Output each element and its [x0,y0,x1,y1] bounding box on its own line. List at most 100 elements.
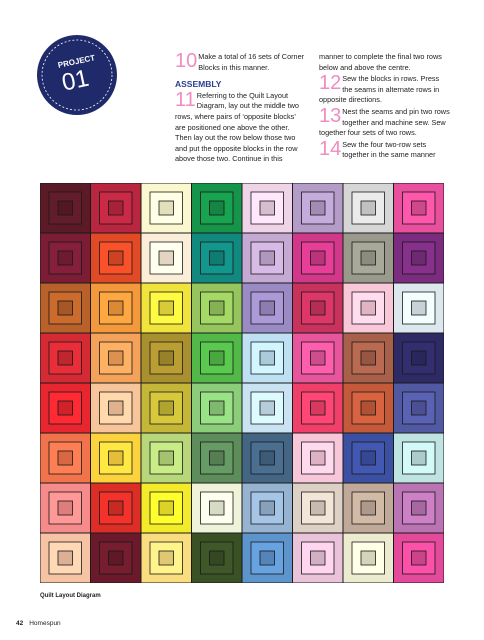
quilt-strip [200,541,234,575]
quilt-strip [360,250,376,266]
step-number: 14 [319,137,342,160]
quilt-strip [108,250,124,266]
quilt-strip [209,200,225,216]
quilt-strip [360,350,376,366]
quilt-strip [259,450,275,466]
quilt-strip [158,500,174,516]
step-text: Sew the four two-row sets together in th… [342,139,436,160]
quilt-strip [209,550,225,566]
quilt-strip [57,400,73,416]
page-number: 42 [16,620,24,627]
quilt-strip [158,400,174,416]
step: 14 Sew the four two-row sets together in … [319,137,451,161]
quilt-strip [158,550,174,566]
step: 10 Make a total of 16 sets of Corner Bloc… [175,50,307,73]
step-text: Make a total of 16 sets of Corner Blocks… [198,52,305,72]
quilt-strip [411,250,427,266]
quilt-strip [360,200,376,216]
quilt-strip [149,391,183,425]
quilt-strip [310,350,326,366]
quilt-strip [310,250,326,266]
quilt-strip [259,250,275,266]
quilt-strip [57,250,73,266]
quilt-strip [57,450,73,466]
quilt-strip [310,500,326,516]
quilt-strip [301,191,335,225]
magazine-name: Homespun [29,620,61,627]
quilt-strip [310,200,326,216]
quilt-diagram [40,183,444,583]
instructions: 10 Make a total of 16 sets of Corner Bloc… [175,50,451,192]
quilt-strip [158,350,174,366]
quilt-strip [411,350,427,366]
quilt-strip [411,400,427,416]
quilt-block [393,232,444,284]
quilt-strip [411,200,427,216]
step-number: 11 [175,88,196,111]
quilt-strip [360,400,376,416]
quilt-strip [108,550,124,566]
quilt-strip [57,200,73,216]
step-text: Sew the blocks in rows. Press the seams … [319,74,440,105]
quilt-strip [209,350,225,366]
quilt-strip [158,200,174,216]
quilt-strip [209,450,225,466]
quilt-strip [158,450,174,466]
quilt-strip [57,500,73,516]
quilt-strip [310,400,326,416]
quilt-strip [149,241,183,275]
quilt-strip [259,400,275,416]
quilt-strip [108,400,124,416]
quilt-strip [301,341,335,375]
quilt-strip [158,250,174,266]
quilt-strip [108,350,124,366]
badge-stitch [41,39,113,111]
badge-number: 01 [60,65,92,97]
project-badge: PROJECT 01 [37,35,117,115]
quilt-strip [310,300,326,316]
quilt-strip [360,450,376,466]
section-heading: ASSEMBLY [175,79,222,90]
quilt-strip [411,550,427,566]
quilt-strip [57,350,73,366]
badge-circle [37,35,117,115]
quilt-strip [402,291,436,325]
quilt-strip [402,241,436,275]
quilt-strip [310,550,326,566]
step-text: Nest the seams and pin two rows together… [319,106,450,138]
quilt-strip [57,550,73,566]
quilt-strip [158,300,174,316]
quilt-strip [209,300,225,316]
quilt-strip [411,300,427,316]
quilt-strip [259,200,275,216]
quilt-strip [351,291,385,325]
quilt-strip [108,200,124,216]
quilt-strip [108,300,124,316]
quilt-strip [259,350,275,366]
step-number: 13 [319,104,342,127]
quilt-strip [259,300,275,316]
quilt-strip [411,450,427,466]
quilt-strip [259,500,275,516]
quilt-strip [402,191,436,225]
caption: Quilt Layout Diagram [40,593,101,599]
step-number: 12 [319,72,342,95]
quilt-strip [411,500,427,516]
quilt-strip [209,400,225,416]
quilt-strip [57,300,73,316]
step: 13 Nest the seams and pin two rows togeth… [319,104,451,139]
quilt-strip [360,300,376,316]
step-number: 10 [175,50,198,72]
quilt-strip [259,550,275,566]
footer: 42 Homespun [16,620,61,627]
step-text: Referring to the Quilt Layout Diagram, l… [175,52,442,164]
quilt-strip [360,500,376,516]
step: 11 Referring to the Quilt Layout Diagram,… [175,52,451,165]
quilt-strip [108,500,124,516]
quilt-strip [209,500,225,516]
quilt-strip [310,450,326,466]
quilt-strip [360,550,376,566]
quilt-strip [209,250,225,266]
quilt-strip [108,450,124,466]
